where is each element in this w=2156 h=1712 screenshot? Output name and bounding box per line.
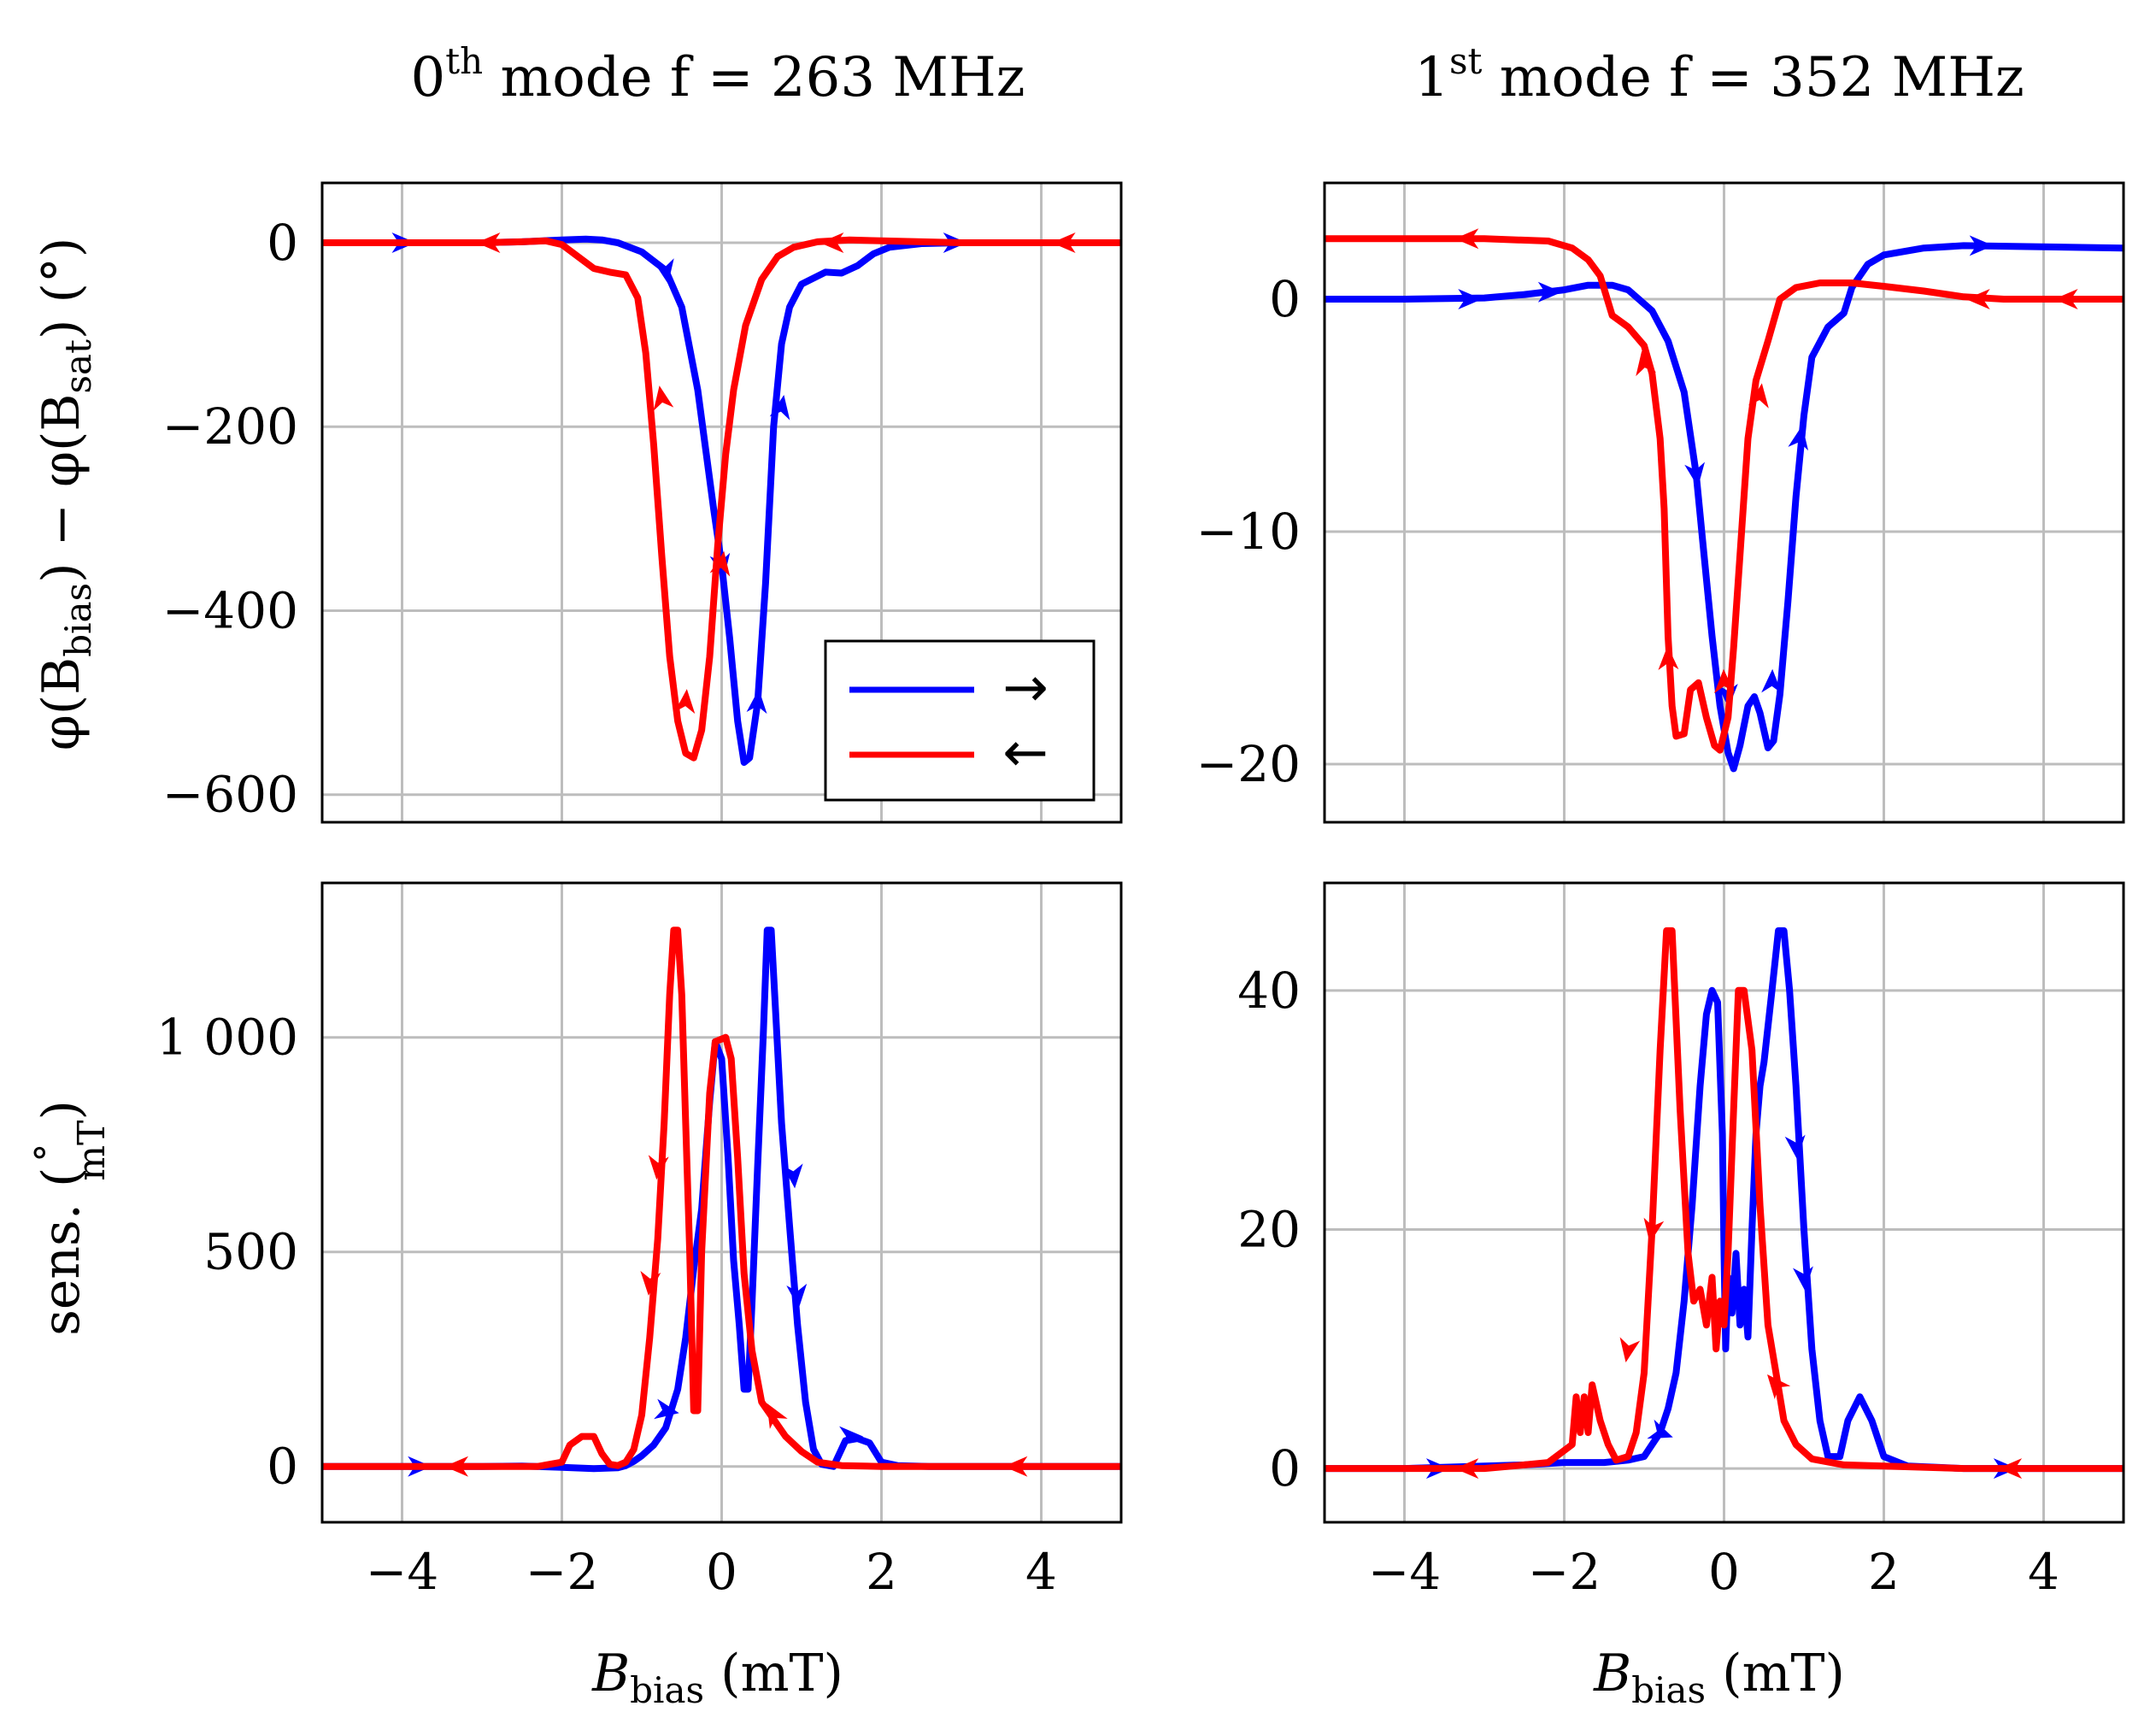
series-line-backward	[322, 927, 1121, 1470]
direction-arrow-marker	[476, 232, 501, 253]
panel-p01: 0 −10 −20	[1196, 181, 2125, 824]
direction-arrow-marker	[1051, 232, 1076, 253]
direction-arrow-marker	[1761, 668, 1783, 694]
xtick-label: −4	[1368, 1543, 1442, 1601]
series-line-backward	[322, 236, 1121, 762]
xtick-label: −2	[1528, 1543, 1601, 1601]
xtick-label: 2	[866, 1543, 897, 1601]
xtick-label: 4	[2028, 1543, 2059, 1601]
ytick-label: 500	[203, 1223, 298, 1281]
xtick-label: 0	[706, 1543, 737, 1601]
xtick-label: 4	[1025, 1543, 1057, 1601]
direction-arrow-marker	[1647, 1419, 1673, 1439]
direction-arrow-marker	[769, 394, 790, 421]
direction-arrow-marker	[648, 1155, 669, 1180]
direction-arrow-marker	[786, 1283, 808, 1309]
ytick-label: −400	[162, 581, 298, 639]
direction-arrow-marker	[1619, 1337, 1641, 1363]
ytick-label: 0	[267, 214, 298, 272]
xlabel-left: Bbias (mT)	[591, 1644, 843, 1711]
axes-frame	[1323, 881, 2125, 1524]
direction-arrow-marker	[1658, 645, 1679, 671]
direction-arrow-marker	[1713, 668, 1735, 694]
panel-p00: 0 −200 −400 −600	[162, 181, 1123, 824]
direction-arrow-marker	[654, 258, 674, 284]
ytick-label: 40	[1237, 962, 1301, 1020]
direction-arrow-marker	[1748, 383, 1769, 409]
legend-box	[824, 639, 1096, 802]
legend: → ←	[824, 639, 1096, 802]
axes-frame	[320, 881, 1123, 1524]
direction-arrow-marker	[444, 1456, 468, 1477]
direction-arrow-marker	[709, 550, 731, 577]
xtick-label: −4	[366, 1543, 439, 1601]
ytick-label: 0	[1269, 270, 1301, 328]
xlabel-right: Bbias (mT)	[1593, 1644, 1845, 1711]
direction-arrow-marker	[1537, 281, 1562, 303]
legend-label-forward: →	[1002, 656, 1049, 720]
ylabel-sens: sens. (°mT)	[27, 1100, 114, 1336]
direction-arrow-marker	[2053, 289, 2078, 309]
ytick-label: −200	[162, 397, 298, 456]
title-1st-mode: 1st mode f = 352 MHz	[1414, 40, 2024, 109]
ytick-label: −10	[1196, 503, 1301, 561]
direction-arrow-marker	[640, 1270, 661, 1296]
ylabel-phase: φ(Bbias) − φ(Bsat) (°)	[32, 238, 99, 751]
ytick-label: 0	[1269, 1439, 1301, 1497]
direction-arrow-marker	[782, 1163, 803, 1189]
direction-arrow-marker	[654, 1398, 679, 1420]
direction-arrow-marker	[1788, 425, 1809, 451]
xtick-label: 0	[1708, 1543, 1740, 1601]
direction-arrow-marker	[820, 232, 844, 253]
ytick-label: 20	[1237, 1200, 1301, 1258]
direction-arrow-marker	[1636, 350, 1656, 377]
ytick-label: 0	[267, 1438, 298, 1496]
series-line-forward	[322, 235, 1121, 766]
series-line-backward	[1325, 927, 2124, 1473]
xtick-label: −2	[526, 1543, 599, 1601]
direction-arrow-marker	[653, 385, 674, 411]
direction-arrow-marker	[1767, 1374, 1791, 1400]
panel-p10: 0 500 1 000 −4 −2 0 2 4	[156, 881, 1123, 1601]
direction-arrow-marker	[1965, 289, 1990, 309]
direction-arrow-marker	[746, 689, 767, 715]
direction-arrow-marker	[1684, 462, 1706, 487]
series-line-forward	[1325, 927, 2124, 1473]
direction-arrow-marker	[1454, 1458, 1479, 1480]
title-0th-mode: 0th mode f = 263 MHz	[411, 40, 1025, 109]
ytick-label: 1 000	[156, 1009, 298, 1067]
direction-arrow-marker	[1458, 289, 1483, 309]
legend-label-backward: ←	[1002, 721, 1049, 785]
direction-arrow-marker	[767, 1403, 788, 1429]
direction-arrow-marker	[1003, 1456, 1028, 1477]
ytick-label: −20	[1196, 735, 1301, 793]
xtick-label: 2	[1868, 1543, 1900, 1601]
series-line-forward	[1325, 242, 2124, 773]
direction-arrow-marker	[674, 689, 696, 715]
direction-arrow-marker	[839, 1426, 864, 1447]
series-line-backward	[1325, 235, 2124, 754]
direction-arrow-marker	[1643, 1217, 1665, 1244]
axes-frame	[320, 181, 1123, 824]
direction-arrow-marker	[1454, 228, 1479, 250]
ytick-label: −600	[162, 766, 298, 824]
direction-arrow-marker	[1792, 1266, 1813, 1291]
axes-frame	[1323, 181, 2125, 824]
direction-arrow-marker	[1969, 235, 1994, 256]
direction-arrow-marker	[1998, 1458, 2023, 1480]
panel-p11: 0 20 40 −4 −2 0 2 4	[1237, 881, 2125, 1601]
direction-arrow-marker	[1784, 1134, 1806, 1160]
